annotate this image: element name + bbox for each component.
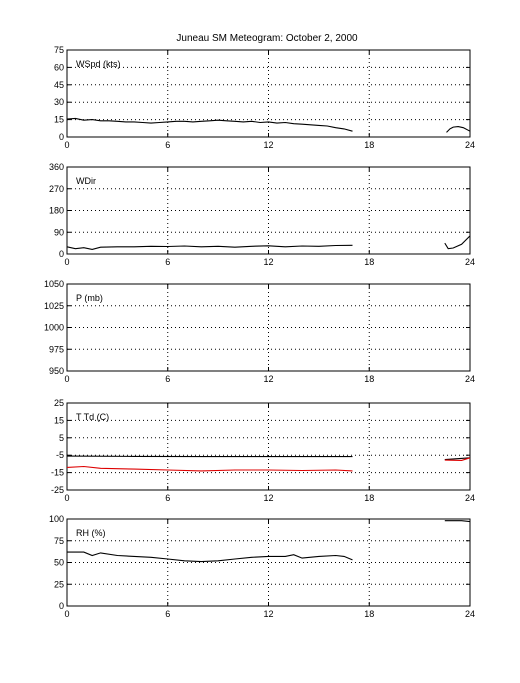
x-tick-label: 24 bbox=[465, 140, 475, 150]
x-tick-label: 0 bbox=[64, 493, 69, 503]
plot-frame bbox=[66, 49, 471, 138]
series-line-0 bbox=[66, 117, 353, 132]
y-tick-label: 1000 bbox=[44, 323, 64, 333]
series-line-1 bbox=[66, 465, 353, 472]
x-tick-label: 24 bbox=[465, 374, 475, 384]
y-tick-label: 950 bbox=[49, 366, 64, 376]
y-tick-label: 360 bbox=[49, 162, 64, 172]
panel-label: RH (%) bbox=[76, 528, 106, 538]
panel-label: WSpd (kts) bbox=[76, 59, 121, 69]
series-line-0 bbox=[66, 455, 353, 458]
y-tick-label: 45 bbox=[54, 80, 64, 90]
x-tick-label: 12 bbox=[263, 609, 273, 619]
x-tick-label: 0 bbox=[64, 257, 69, 267]
panel-4: 0 6 12 18 24 100 75 50 25 0 RH (%) bbox=[49, 514, 475, 619]
x-tick-label: 24 bbox=[465, 257, 475, 267]
x-tick-label: 12 bbox=[263, 257, 273, 267]
y-tick-label: 25 bbox=[54, 579, 64, 589]
y-tick-label: 5 bbox=[59, 433, 64, 443]
y-tick-label: 75 bbox=[54, 45, 64, 55]
x-tick-label: 0 bbox=[64, 374, 69, 384]
series-line-0 bbox=[66, 244, 353, 250]
x-tick-label: 18 bbox=[364, 493, 374, 503]
x-tick-label: 0 bbox=[64, 609, 69, 619]
page-title: Juneau SM Meteogram: October 2, 2000 bbox=[176, 33, 358, 44]
panel-2: 0 6 12 18 24 1050 1025 1000 975 950 P (mb) bbox=[44, 279, 475, 384]
x-tick-label: 6 bbox=[165, 493, 170, 503]
panel-label: T Td (C) bbox=[76, 412, 109, 422]
y-tick-label: 30 bbox=[54, 97, 64, 107]
y-tick-label: 270 bbox=[49, 184, 64, 194]
y-tick-label: 0 bbox=[59, 132, 64, 142]
y-tick-label: -25 bbox=[51, 485, 64, 495]
x-tick-label: 18 bbox=[364, 374, 374, 384]
y-tick-label: 100 bbox=[49, 514, 64, 524]
y-tick-label: 15 bbox=[54, 415, 64, 425]
y-tick-label: 90 bbox=[54, 227, 64, 237]
y-tick-label: -5 bbox=[56, 450, 64, 460]
y-tick-label: 25 bbox=[54, 398, 64, 408]
y-tick-label: 60 bbox=[54, 62, 64, 72]
y-tick-label: 1050 bbox=[44, 279, 64, 289]
series-line-0 bbox=[444, 235, 471, 250]
y-tick-label: -15 bbox=[51, 468, 64, 478]
x-tick-label: 18 bbox=[364, 140, 374, 150]
x-tick-label: 24 bbox=[465, 493, 475, 503]
y-tick-label: 180 bbox=[49, 206, 64, 216]
y-tick-label: 1025 bbox=[44, 301, 64, 311]
panel-label: P (mb) bbox=[76, 293, 103, 303]
y-tick-label: 15 bbox=[54, 115, 64, 125]
x-tick-label: 12 bbox=[263, 493, 273, 503]
x-tick-label: 6 bbox=[165, 257, 170, 267]
x-tick-label: 6 bbox=[165, 609, 170, 619]
panel-3: 0 6 12 18 24 25 15 5 -5 -15 -25 T Td (C) bbox=[51, 398, 475, 503]
series-line-0 bbox=[67, 551, 353, 563]
panel-label: WDir bbox=[76, 176, 96, 186]
x-tick-label: 24 bbox=[465, 609, 475, 619]
panel-1: 0 6 12 18 24 360 270 180 90 0 WDir bbox=[49, 162, 475, 267]
series-line-1 bbox=[444, 457, 471, 461]
y-tick-label: 0 bbox=[59, 249, 64, 259]
x-tick-label: 18 bbox=[364, 257, 374, 267]
y-tick-label: 75 bbox=[54, 536, 64, 546]
x-tick-label: 12 bbox=[263, 140, 273, 150]
y-tick-label: 50 bbox=[54, 558, 64, 568]
y-tick-label: 975 bbox=[49, 344, 64, 354]
plot-frame bbox=[66, 402, 471, 491]
series-line-0 bbox=[446, 126, 471, 133]
series-line-0 bbox=[444, 457, 471, 461]
x-tick-label: 12 bbox=[263, 374, 273, 384]
panel-0: 0 6 12 18 24 75 60 45 30 15 0 WSpd (kts) bbox=[54, 45, 475, 150]
x-tick-label: 6 bbox=[165, 374, 170, 384]
x-tick-label: 6 bbox=[165, 140, 170, 150]
series-line-0 bbox=[444, 520, 471, 523]
y-tick-label: 0 bbox=[59, 601, 64, 611]
x-tick-label: 18 bbox=[364, 609, 374, 619]
x-tick-label: 0 bbox=[64, 140, 69, 150]
